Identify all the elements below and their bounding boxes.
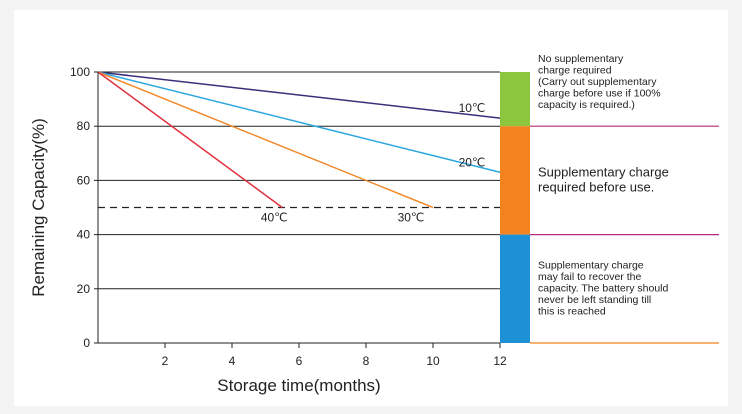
zone-note-line: charge required	[538, 65, 612, 77]
x-axis-title: Storage time(months)	[217, 376, 380, 395]
zone-bar-0	[500, 72, 530, 127]
zone-note-line: Supplementary charge	[538, 260, 644, 272]
zone-note-line: never be left standing till	[538, 294, 651, 306]
y-tick-label: 100	[70, 65, 90, 79]
series-label: 30℃	[398, 211, 425, 225]
y-tick-label: 60	[77, 173, 91, 187]
series-line-2	[97, 71, 434, 209]
zone-note-line: this is reached	[538, 306, 606, 318]
y-tick-label: 80	[77, 119, 91, 133]
zone-note-line: charge before use if 100%	[538, 88, 661, 100]
series-label: 10℃	[459, 101, 486, 115]
zone-note-line: capacity is required.)	[538, 99, 635, 111]
y-tick-label: 0	[83, 336, 90, 350]
x-tick-label: 12	[493, 354, 507, 368]
x-tick-label: 4	[229, 354, 236, 368]
x-tick-label: 2	[162, 354, 169, 368]
zone-note-line: capacity. The battery should	[538, 283, 669, 295]
zone-note-line: required before use.	[538, 180, 654, 195]
y-tick-label: 40	[77, 228, 91, 242]
zone-note-line: No supplementary	[538, 53, 624, 65]
series-line-1	[97, 71, 501, 173]
zone-note-line: may fail to recover the	[538, 271, 641, 283]
x-tick-label: 6	[296, 354, 303, 368]
zone-note-line: (Carry out supplementary	[538, 76, 657, 88]
x-tick-label: 8	[363, 354, 370, 368]
zone-bar-2	[500, 234, 530, 343]
y-axis-title: Remaining Capacity(%)	[29, 118, 48, 297]
series-line-0	[97, 71, 501, 119]
x-tick-label: 10	[426, 354, 440, 368]
series-label: 20℃	[459, 155, 486, 169]
series-line-3	[97, 71, 283, 209]
zone-note-line: Supplementary charge	[538, 165, 669, 180]
series-label: 40℃	[261, 211, 288, 225]
y-tick-label: 20	[77, 282, 91, 296]
zone-bar-1	[500, 126, 530, 235]
chart-card: No supplementary charge required (Carry ou…	[14, 10, 728, 406]
